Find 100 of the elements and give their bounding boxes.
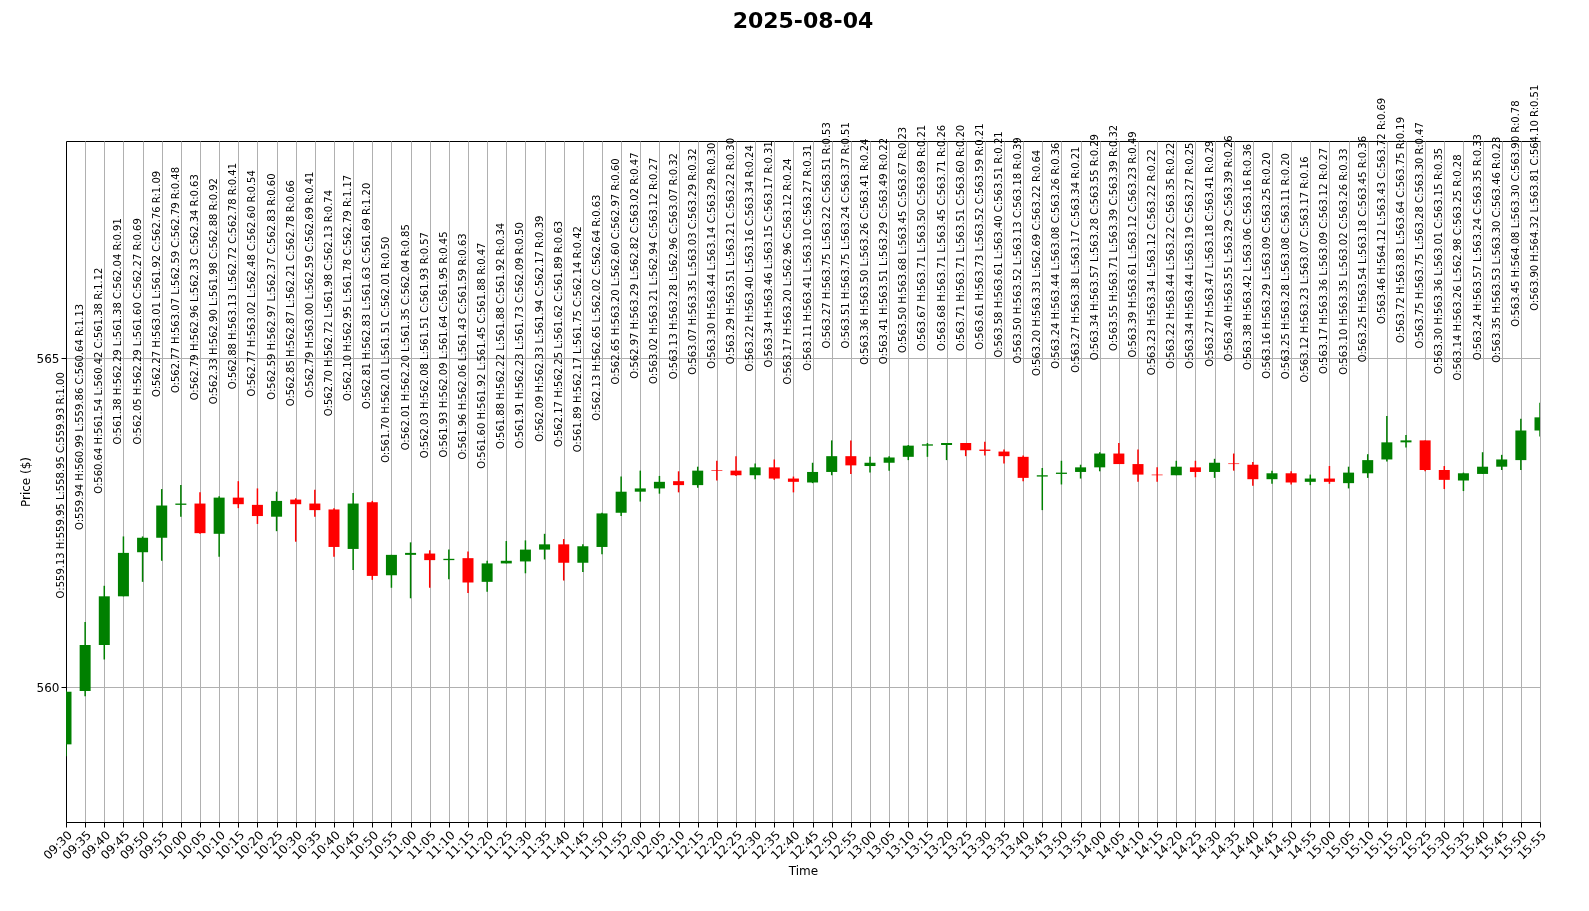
annotation: O:563.02 H:563.21 L:562.94 C:563.12 R:0.27 xyxy=(648,157,660,384)
annotation: O:562.33 H:562.90 L:561.98 C:562.88 R:0.92 xyxy=(208,178,220,405)
candlestick xyxy=(519,539,531,575)
annotation: O:560.64 H:561.54 L:560.42 C:561.38 R:1.12 xyxy=(93,267,105,494)
y-axis-title: Price ($) xyxy=(18,456,33,508)
annotation: O:563.34 H:563.46 L:563.15 C:563.17 R:0.31 xyxy=(763,141,775,368)
annotation: O:562.03 H:562.08 L:561.51 C:561.93 R:0.57 xyxy=(418,232,430,459)
annotation: O:563.20 H:563.33 L:562.69 C:563.22 R:0.64 xyxy=(1031,149,1043,377)
candlestick xyxy=(232,480,244,509)
annotation: O:563.25 H:563.28 L:563.08 C:563.11 R:0.20 xyxy=(1280,153,1292,380)
candlestick xyxy=(845,439,857,475)
candlestick xyxy=(1438,465,1450,490)
chart-title: 2025-08-04 xyxy=(732,7,874,33)
candlestick xyxy=(692,465,704,489)
annotation: O:563.90 H:564.32 L:563.81 C:564.10 R:0.51 xyxy=(1529,84,1540,311)
candlestick xyxy=(615,475,627,517)
annotation: O:563.72 H:563.83 L:563.64 C:563.75 R:0.19 xyxy=(1395,116,1406,344)
candlestick xyxy=(711,460,723,482)
annotation: O:563.34 H:563.57 L:563.28 C:563.55 R:0.29 xyxy=(1088,134,1100,361)
candlestick xyxy=(1132,448,1144,483)
annotation: O:563.16 H:563.29 L:563.09 C:563.25 R:0.20 xyxy=(1261,152,1272,379)
annotation: O:563.40 H:563.55 L:563.29 C:563.39 R:0.26 xyxy=(1222,135,1234,362)
candlestick xyxy=(1362,453,1374,479)
candlestick xyxy=(807,462,819,484)
annotation: O:563.17 H:563.36 L:563.09 C:563.12 R:0.27 xyxy=(1318,147,1330,375)
annotation: O:563.75 H:563.75 L:563.28 C:563.30 R:0.47 xyxy=(1414,122,1426,349)
annotation: O:563.50 H:563.52 L:563.13 C:563.18 R:0.39 xyxy=(1012,137,1024,364)
candlestick xyxy=(1400,434,1412,449)
annotation: O:563.10 H:563.35 L:563.02 C:563.26 R:0.33 xyxy=(1337,148,1349,375)
annotation: O:563.24 H:563.44 L:563.08 C:563.26 R:0.36 xyxy=(1050,142,1062,369)
candlestick xyxy=(558,538,570,582)
candlestick xyxy=(424,549,436,589)
candlestick xyxy=(826,439,838,476)
annotation: O:562.65 H:563.20 L:562.60 C:562.97 R:0.60 xyxy=(610,158,622,385)
annotation: O:563.38 H:563.42 L:563.06 C:563.16 R:0.36 xyxy=(1241,143,1253,371)
annotation: O:562.70 H:562.72 L:561.98 C:562.13 R:0.74 xyxy=(323,189,334,417)
annotation: O:563.39 H:563.61 L:563.12 C:563.23 R:0.49 xyxy=(1127,131,1138,358)
annotation: O:563.17 H:563.20 L:562.96 C:563.12 R:0.24 xyxy=(782,158,794,385)
annotation: O:563.23 H:563.34 L:563.12 C:563.22 R:0.22 xyxy=(1146,149,1158,376)
annotation: O:561.93 H:562.09 L:561.64 C:561.95 R:0.45 xyxy=(437,231,449,458)
candlestick xyxy=(1247,461,1259,487)
candlestick xyxy=(251,487,263,525)
annotation: O:561.96 H:562.06 L:561.43 C:561.59 R:0.63 xyxy=(457,233,468,460)
annotation: O:562.01 H:562.20 L:561.35 C:562.04 R:0.85 xyxy=(399,224,411,451)
annotation: O:563.29 H:563.51 L:563.21 C:563.22 R:0.30 xyxy=(725,137,736,365)
annotation: O:563.51 H:563.75 L:563.24 C:563.37 R:0.51 xyxy=(839,122,851,349)
annotation: O:563.12 H:563.23 L:563.07 C:563.17 R:0.16 xyxy=(1299,156,1311,383)
annotation: O:563.30 H:563.44 L:563.14 C:563.29 R:0.30 xyxy=(705,142,717,369)
annotation: O:562.27 H:563.01 L:561.92 C:562.76 R:1.09 xyxy=(150,170,162,398)
y-tick-label: 565 xyxy=(36,351,60,366)
candlestick xyxy=(405,541,417,600)
candlestick xyxy=(309,488,321,518)
annotation: O:561.88 H:562.22 L:561.88 C:561.92 R:0.34 xyxy=(495,222,507,450)
candlestick xyxy=(768,458,780,481)
annotation: O:563.22 H:563.40 L:563.16 C:563.34 R:0.24 xyxy=(744,145,756,372)
annotation: O:562.77 H:563.02 L:562.48 C:562.60 R:0.54 xyxy=(246,170,258,397)
candlestick xyxy=(1343,465,1355,490)
text: O:559.13 H:559.95 L:558.95 C:559.93 R:1.00 xyxy=(55,372,66,599)
annotation: O:563.07 H:563.35 L:563.03 C:563.29 R:0.32 xyxy=(686,148,698,375)
annotation: O:562.17 H:562.25 L:561.62 C:561.89 R:0.63 xyxy=(552,220,564,448)
annotation: O:562.59 H:562.97 L:562.37 C:562.83 R:0.60 xyxy=(265,173,277,400)
annotation: O:561.60 H:561.92 L:561.45 C:561.88 R:0.47 xyxy=(476,242,488,469)
annotation: O:562.97 H:563.29 L:562.82 C:563.02 R:0.47 xyxy=(629,152,641,379)
annotation: O:562.88 H:563.13 L:562.72 C:562.78 R:0.41 xyxy=(227,162,239,390)
annotation: O:563.46 H:564.12 L:563.43 C:563.72 R:0.69 xyxy=(1375,97,1387,325)
annotation: O:561.91 H:562.23 L:561.73 C:562.09 R:0.50 xyxy=(514,222,526,449)
annotation: O:563.27 H:563.75 L:563.22 C:563.51 R:0.53 xyxy=(820,122,832,349)
annotation: O:563.14 H:563.26 L:562.98 C:563.25 R:0.28 xyxy=(1452,154,1464,381)
candlestick xyxy=(673,470,685,494)
candlestick xyxy=(634,469,646,503)
candlestick xyxy=(271,490,283,532)
annotation: O:562.79 H:563.00 L:562.59 C:562.69 R:0.41 xyxy=(303,171,315,398)
candlestick xyxy=(539,533,551,561)
annotation: O:563.36 H:563.50 L:563.26 C:563.41 R:0.24 xyxy=(859,138,870,365)
candlestick xyxy=(1209,458,1221,479)
candlestick xyxy=(385,554,397,589)
candlestick xyxy=(577,543,589,573)
annotation: O:563.25 H:563.54 L:563.18 C:563.45 R:0.36 xyxy=(1356,135,1368,363)
candlestick xyxy=(137,535,149,583)
annotation: O:563.22 H:563.44 L:563.22 C:563.35 R:0.22 xyxy=(1165,142,1177,369)
candlestick xyxy=(481,560,493,593)
x-axis-title: Time xyxy=(787,863,819,878)
annotation: O:561.70 H:562.01 L:561.51 C:562.01 R:0.50 xyxy=(380,236,392,463)
candlestick xyxy=(1094,451,1106,473)
annotation: O:563.35 H:563.53 L:563.30 C:563.46 R:0.23 xyxy=(1490,136,1502,363)
annotation: O:563.13 H:563.28 L:562.96 C:563.07 R:0.32 xyxy=(667,153,679,380)
annotation: O:559.94 H:560.99 L:559.86 C:560.64 R:1.13 xyxy=(74,303,86,530)
annotation: O:563.50 H:563.68 L:563.45 C:563.67 R:0.23 xyxy=(897,126,909,353)
annotation: O:562.77 H:563.07 L:562.59 C:562.79 R:0.48 xyxy=(169,166,181,394)
annotation: O:562.81 H:562.83 L:561.63 C:561.69 R:1.20 xyxy=(361,182,373,409)
candlestick xyxy=(1381,415,1393,463)
candlestick xyxy=(1017,454,1029,482)
annotation: O:562.05 H:562.29 L:561.60 C:562.27 R:0.69 xyxy=(131,218,143,445)
annotation: O:563.27 H:563.38 L:563.17 C:563.34 R:0.21 xyxy=(1069,146,1081,373)
candlestick xyxy=(864,456,876,474)
candlestick xyxy=(1477,451,1489,475)
annotation: O:563.30 H:563.36 L:563.01 C:563.15 R:0.35 xyxy=(1433,147,1445,375)
annotation: O:562.13 H:562.65 L:562.02 C:562.64 R:0.63 xyxy=(591,194,602,421)
annotation: O:563.45 H:564.08 L:563.30 C:563.90 R:0.78 xyxy=(1509,100,1521,327)
annotation: O:563.24 H:563.57 L:563.24 C:563.35 R:0.33 xyxy=(1471,134,1483,361)
